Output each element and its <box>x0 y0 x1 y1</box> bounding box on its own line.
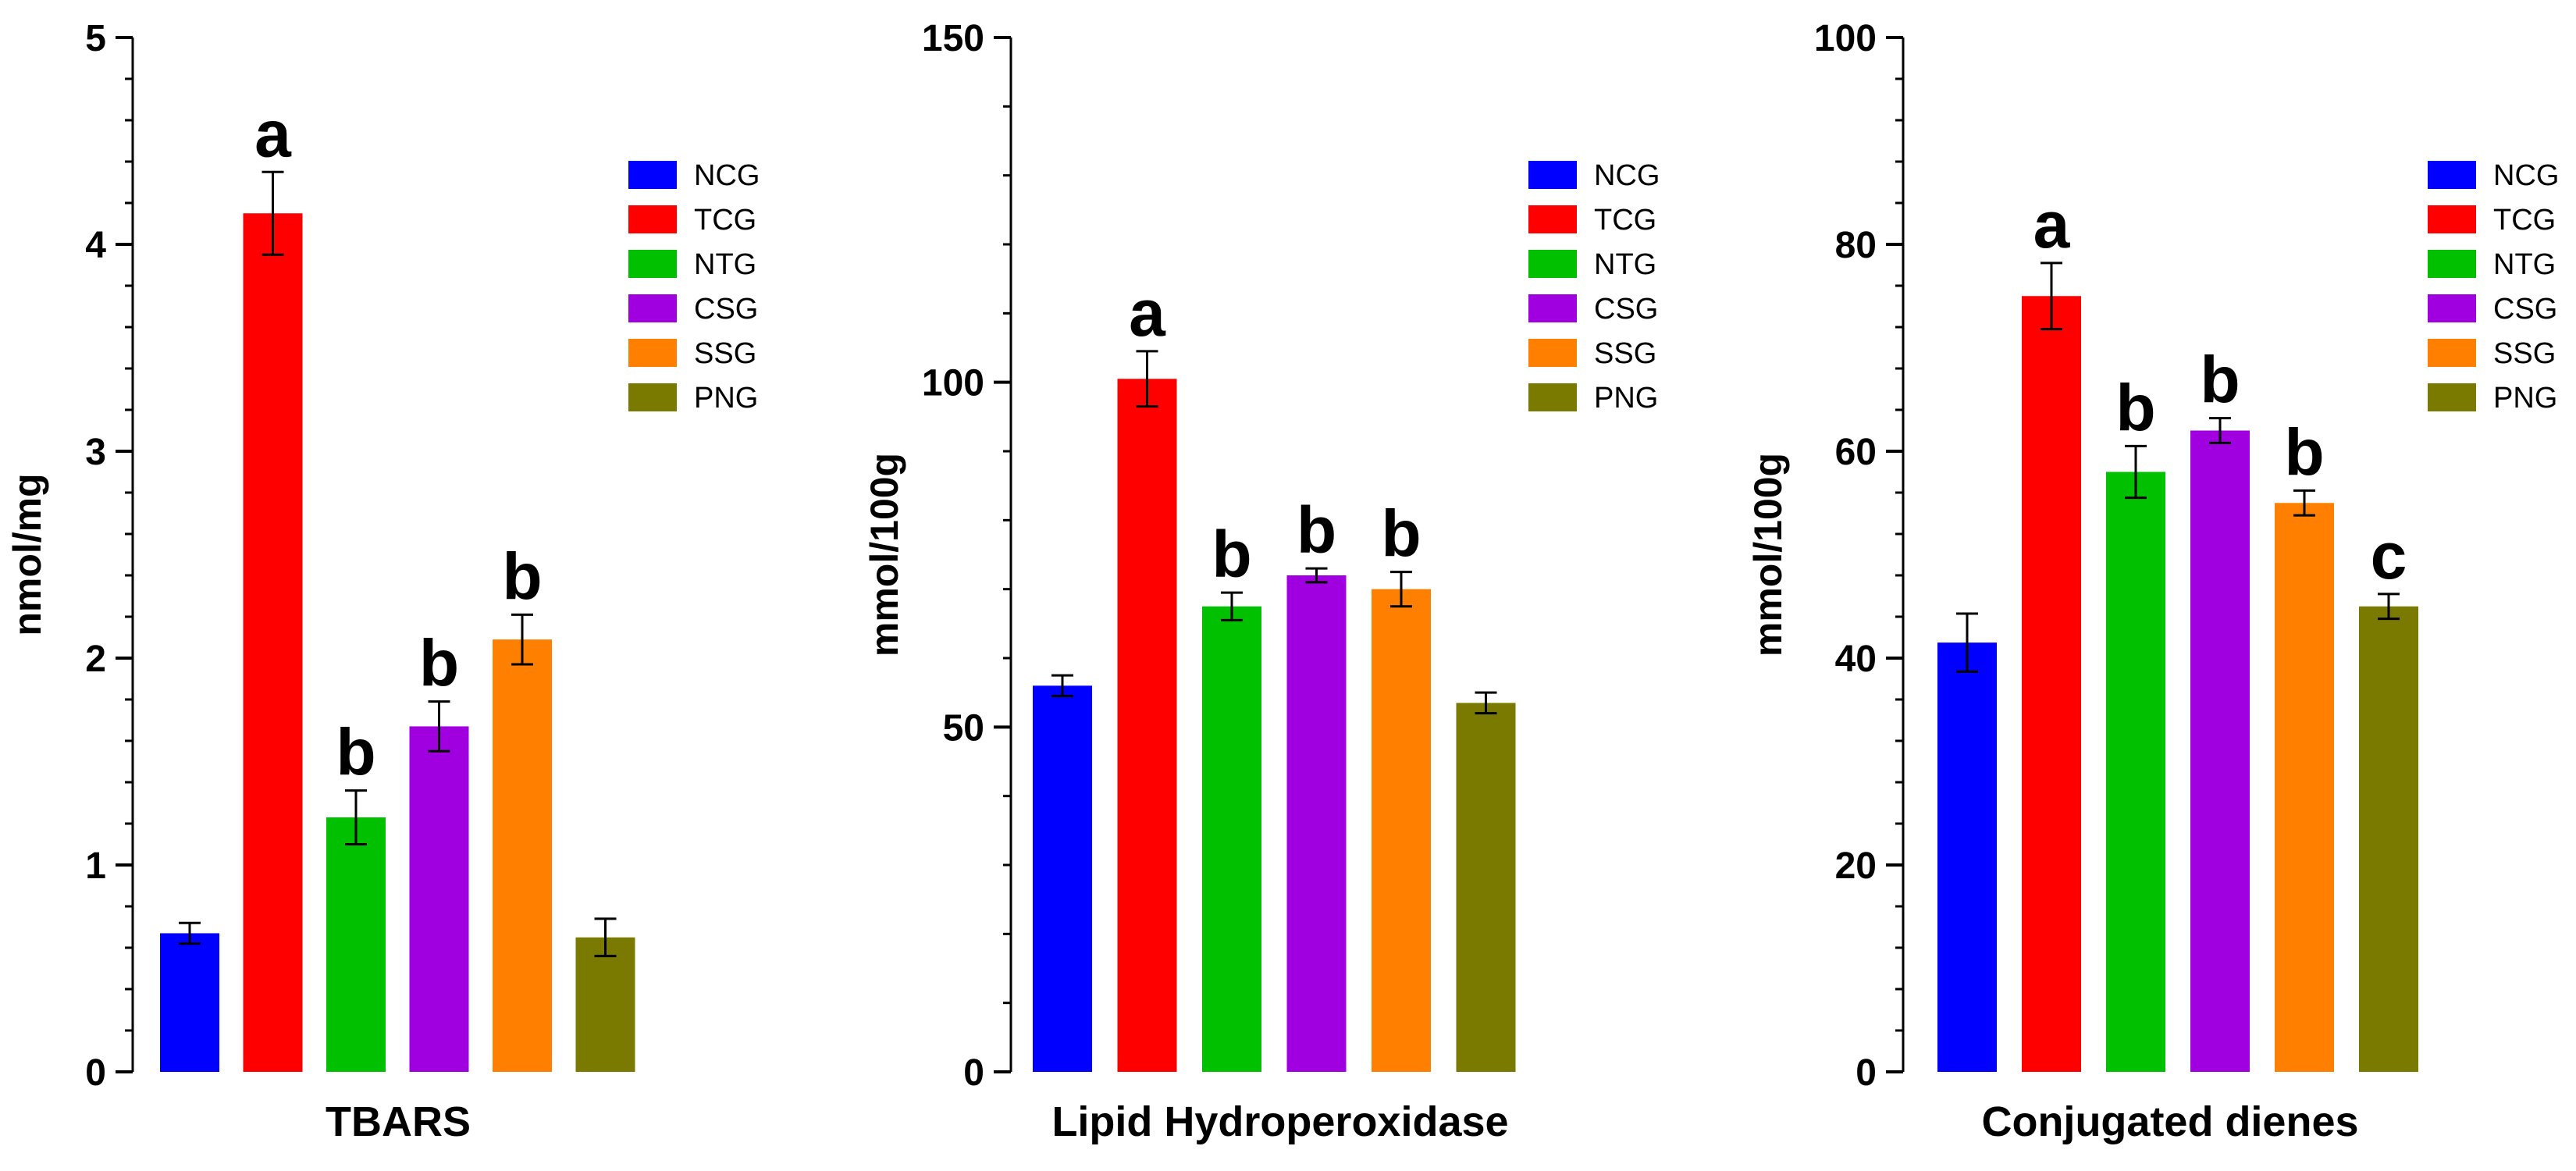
bar-ntg <box>326 817 386 1072</box>
y-tick-label: 20 <box>1835 845 1877 887</box>
legend-swatch-ncg <box>1528 161 1577 189</box>
significance-label: b <box>1212 518 1251 591</box>
bar-ssg <box>2275 503 2334 1072</box>
legend-swatch-csg <box>1528 294 1577 322</box>
legend-swatch-ncg <box>628 161 677 189</box>
y-tick-label: 3 <box>85 432 106 473</box>
legend-label-csg: CSG <box>1594 293 1658 326</box>
legend-label-png: PNG <box>1594 382 1658 415</box>
legend-label-ntg: NTG <box>1594 248 1656 281</box>
significance-label: a <box>254 97 292 170</box>
bar-ssg <box>493 639 552 1072</box>
bar-ncg <box>1033 685 1092 1072</box>
significance-label: b <box>502 539 542 613</box>
legend-label-tcg: TCG <box>1594 204 1656 237</box>
significance-label: a <box>2033 188 2071 262</box>
bar-tcg <box>1117 379 1177 1072</box>
chart-panel-2: 0 50 100 150 mmol/100g Lipid Hydroperoxidase a… <box>863 18 1660 1145</box>
y-tick-label: 0 <box>85 1052 106 1094</box>
legend-label-png: PNG <box>2493 382 2557 415</box>
significance-label: b <box>2115 371 2155 444</box>
y-axis-title: nmol/mg <box>5 473 49 635</box>
legend-label-ncg: NCG <box>694 159 760 192</box>
bar-ntg <box>2106 472 2165 1072</box>
y-tick-label: 0 <box>963 1052 984 1094</box>
legend-label-tcg: TCG <box>694 204 756 237</box>
y-tick-label: 50 <box>943 707 984 749</box>
y-tick-label: 80 <box>1835 225 1877 266</box>
legend-swatch-csg <box>628 294 677 322</box>
bar-tcg <box>2022 296 2081 1072</box>
legend-swatch-png <box>628 383 677 411</box>
legend-swatch-tcg <box>1528 205 1577 233</box>
legend-label-ntg: NTG <box>694 248 756 281</box>
y-axis-title: mmol/100g <box>1746 453 1790 657</box>
bar-png <box>2359 606 2418 1072</box>
significance-label: b <box>2200 343 2240 417</box>
legend-label-tcg: TCG <box>2493 204 2556 237</box>
bar-ntg <box>1202 606 1261 1072</box>
y-tick-label: 150 <box>922 18 984 59</box>
x-axis-title: TBARS <box>326 1098 471 1145</box>
y-tick-label: 100 <box>1814 18 1877 59</box>
bar-csg <box>409 726 469 1072</box>
legend-swatch-ssg <box>1528 339 1577 367</box>
y-tick-label: 0 <box>1856 1052 1877 1094</box>
legend-swatch-ntg <box>2428 250 2476 278</box>
y-axis-title: mmol/100g <box>863 453 906 657</box>
x-axis-title: Lipid Hydroperoxidase <box>1051 1098 1508 1145</box>
legend-label-ssg: SSG <box>1594 337 1656 370</box>
legend-swatch-tcg <box>628 205 677 233</box>
significance-label: a <box>1129 276 1166 350</box>
significance-label: b <box>419 627 459 700</box>
y-tick-label: 4 <box>85 225 106 266</box>
bar-png <box>575 937 635 1072</box>
significance-label: b <box>1381 497 1421 571</box>
bar-ncg <box>160 933 219 1072</box>
legend-label-png: PNG <box>694 382 758 415</box>
legend-swatch-csg <box>2428 294 2476 322</box>
legend-swatch-tcg <box>2428 205 2476 233</box>
legend-label-csg: CSG <box>694 293 758 326</box>
y-tick-label: 1 <box>85 845 106 887</box>
legend-label-ncg: NCG <box>2493 159 2559 192</box>
bar-csg <box>2190 430 2250 1072</box>
y-tick-label: 60 <box>1835 432 1877 473</box>
legend-label-ssg: SSG <box>694 337 756 370</box>
legend-label-ssg: SSG <box>2493 337 2556 370</box>
significance-label: b <box>2284 415 2324 489</box>
bar-tcg <box>243 213 303 1072</box>
legend-label-ntg: NTG <box>2493 248 2556 281</box>
legend-swatch-ntg <box>628 250 677 278</box>
legend-swatch-png <box>2428 383 2476 411</box>
y-tick-label: 40 <box>1835 639 1877 680</box>
x-axis-title: Conjugated dienes <box>1981 1098 2358 1145</box>
legend-swatch-ncg <box>2428 161 2476 189</box>
chart-panel-3: 0 20 40 60 80 100 mmol/100g Conjugated dienes a b… <box>1746 18 2559 1145</box>
y-tick-label: 2 <box>85 639 106 680</box>
legend-label-ncg: NCG <box>1594 159 1660 192</box>
significance-label: b <box>1297 493 1336 567</box>
bar-ssg <box>1372 589 1431 1072</box>
significance-label: c <box>2371 519 2407 593</box>
bar-csg <box>1286 575 1347 1072</box>
legend-label-csg: CSG <box>2493 293 2557 326</box>
legend-swatch-ssg <box>2428 339 2476 367</box>
y-tick-label: 100 <box>922 363 984 404</box>
bar-ncg <box>1937 642 1997 1072</box>
y-tick-label: 5 <box>85 18 106 59</box>
significance-label: b <box>336 716 375 789</box>
legend-swatch-ssg <box>628 339 677 367</box>
bar-png <box>1456 703 1516 1072</box>
legend-swatch-png <box>1528 383 1577 411</box>
legend-swatch-ntg <box>1528 250 1577 278</box>
